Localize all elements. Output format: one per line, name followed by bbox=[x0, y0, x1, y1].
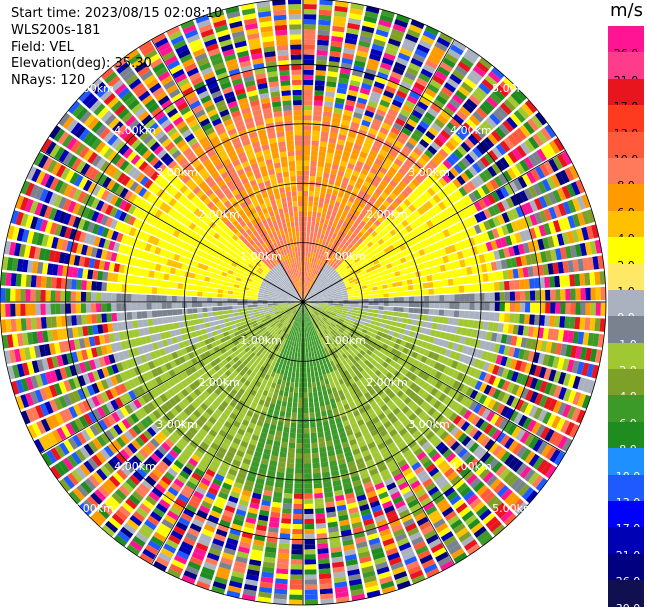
range-label: 3.00km bbox=[408, 418, 450, 431]
colorbar-swatch: 0.0 bbox=[608, 290, 644, 316]
colorbar-swatch: 6.0 bbox=[608, 184, 644, 210]
colorbar-swatch: -1.0 bbox=[608, 316, 644, 342]
colorbar-swatch: 17.0 bbox=[608, 79, 644, 105]
colorbar-swatch: 10.0 bbox=[608, 132, 644, 158]
range-label: 5.00km bbox=[72, 502, 114, 515]
colorbar-swatch: -8.0 bbox=[608, 422, 644, 448]
colorbar-swatch: 26.0 bbox=[608, 26, 644, 52]
elevation: Elevation(deg): 35.30 bbox=[11, 56, 222, 73]
range-label: 1.00km bbox=[324, 250, 366, 263]
velocity-colorbar: 26.021.017.013.010.08.06.04.02.01.00.0-1… bbox=[608, 26, 644, 607]
range-label: 1.00km bbox=[240, 334, 282, 347]
range-label: 2.00km bbox=[366, 376, 408, 389]
range-label: 4.00km bbox=[114, 124, 156, 137]
colorbar-swatch: -26.0 bbox=[608, 554, 644, 580]
field-name: Field: VEL bbox=[11, 40, 222, 57]
range-label: 5.00km bbox=[492, 82, 534, 95]
colorbar-swatch: -21.0 bbox=[608, 527, 644, 553]
colorbar-swatch: 2.0 bbox=[608, 237, 644, 263]
colorbar-swatch: -10.0 bbox=[608, 448, 644, 474]
site-name: WLS200s-181 bbox=[11, 23, 222, 40]
colorbar-swatch: -17.0 bbox=[608, 501, 644, 527]
colorbar-swatch: -13.0 bbox=[608, 475, 644, 501]
nrays: NRays: 120 bbox=[11, 73, 222, 90]
colorbar-swatch: 4.0 bbox=[608, 211, 644, 237]
colorbar-swatch: -6.0 bbox=[608, 395, 644, 421]
colorbar-swatch: 1.0 bbox=[608, 264, 644, 290]
colorbar-unit: m/s bbox=[610, 0, 643, 21]
colorbar-swatch: -30.0 bbox=[608, 580, 644, 606]
range-label: 2.00km bbox=[198, 376, 240, 389]
colorbar-tick-label: -30.0 bbox=[608, 602, 644, 615]
range-label: 3.00km bbox=[156, 166, 198, 179]
range-label: 3.00km bbox=[408, 166, 450, 179]
colorbar-swatch: 21.0 bbox=[608, 52, 644, 78]
range-label: 4.00km bbox=[450, 460, 492, 473]
range-label: 2.00km bbox=[366, 208, 408, 221]
colorbar-swatch: 8.0 bbox=[608, 158, 644, 184]
scan-info: Start time: 2023/08/15 02:08:10 WLS200s-… bbox=[11, 6, 222, 90]
colorbar-swatch: -4.0 bbox=[608, 369, 644, 395]
colorbar-swatch: 13.0 bbox=[608, 105, 644, 131]
colorbar-swatch: -2.0 bbox=[608, 343, 644, 369]
range-label: 4.00km bbox=[114, 460, 156, 473]
range-label: 2.00km bbox=[198, 208, 240, 221]
range-label: 3.00km bbox=[156, 418, 198, 431]
start-time: Start time: 2023/08/15 02:08:10 bbox=[11, 6, 222, 23]
range-label: 5.00km bbox=[492, 502, 534, 515]
range-label: 1.00km bbox=[240, 250, 282, 263]
range-label: 1.00km bbox=[324, 334, 366, 347]
range-label: 4.00km bbox=[450, 124, 492, 137]
